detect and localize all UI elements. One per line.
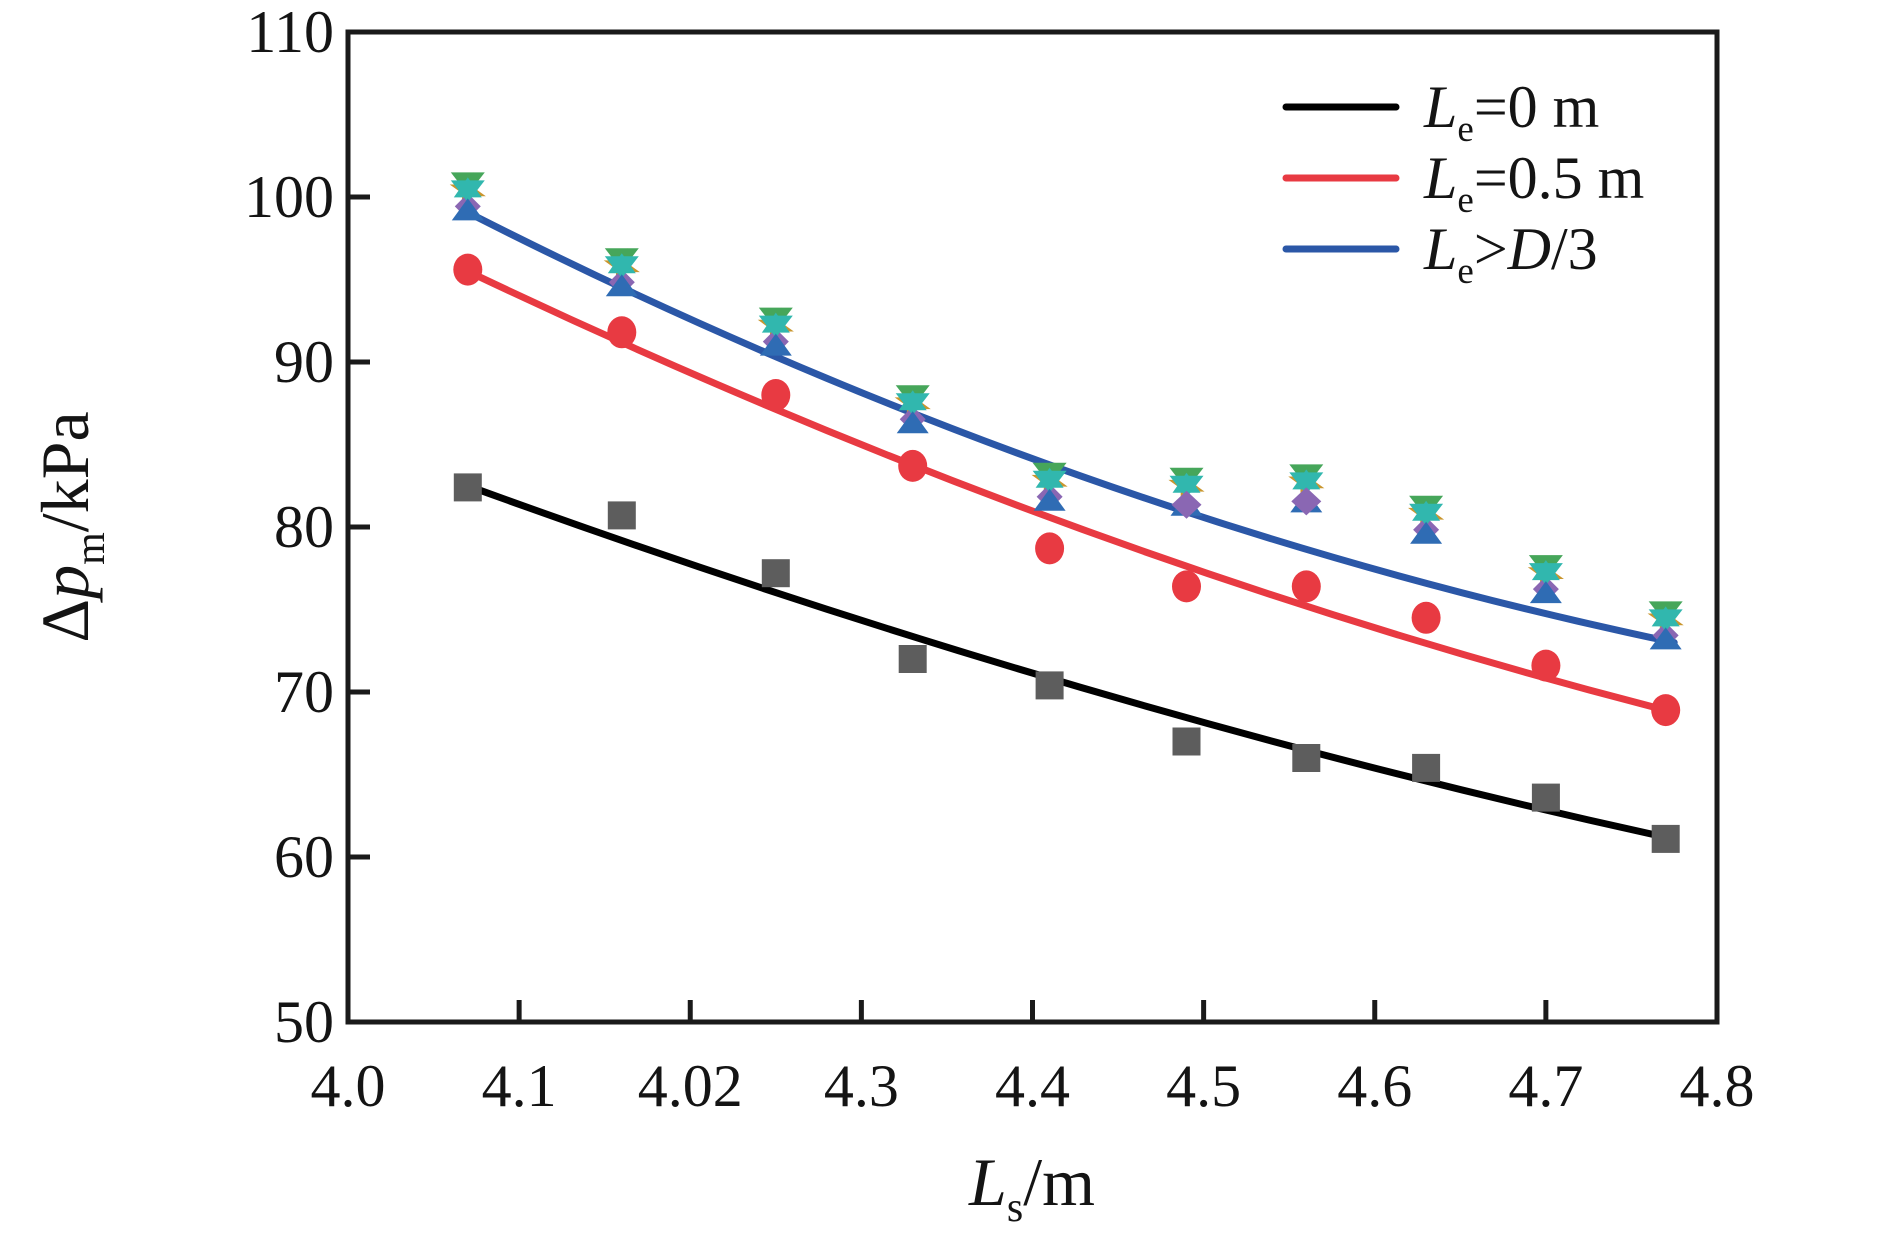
cluster-marker	[1031, 462, 1068, 511]
y-tick-label: 110	[246, 0, 334, 65]
cluster-marker	[449, 172, 486, 221]
legend-item: Le>D/3	[1282, 216, 1598, 292]
x-tick-label: 4.8	[1680, 1053, 1755, 1119]
teal-down-triangle-marker	[450, 180, 485, 203]
cluster-marker	[894, 385, 931, 434]
gray-square-marker	[1172, 727, 1201, 756]
red-circle-marker	[1172, 570, 1201, 603]
y-axis-title: Δpm/kPa	[27, 411, 114, 642]
y-tick-label: 90	[274, 329, 334, 395]
gray-square-marker	[1651, 824, 1680, 853]
fit-line-le-0-m	[464, 482, 1670, 841]
red-circle-marker	[761, 379, 791, 411]
red-circle-marker	[1651, 694, 1681, 727]
x-tick-label: 4.7	[1508, 1053, 1583, 1119]
legend-item: Le=0.5 m	[1282, 145, 1644, 221]
x-axis-title: Ls/m	[968, 1144, 1095, 1231]
series-le-gt-d3	[449, 172, 1684, 650]
cluster-marker	[1168, 467, 1205, 519]
x-tick-label: 4.1	[482, 1053, 557, 1119]
x-tick-label: 4.02	[638, 1053, 743, 1119]
series-le-0p5	[453, 253, 1681, 727]
plot-frame	[345, 29, 1720, 1025]
teal-down-triangle-marker	[895, 393, 930, 416]
teal-down-triangle-marker	[1169, 475, 1204, 498]
teal-down-triangle-marker	[1289, 472, 1324, 495]
gray-square-marker	[761, 559, 790, 588]
blue-up-triangle-marker	[1033, 488, 1066, 511]
legend-label: Le=0.5 m	[1423, 145, 1644, 221]
fit-line-le-0-5-m	[464, 267, 1670, 714]
cluster-marker	[757, 307, 794, 356]
cluster-marker	[1647, 601, 1684, 650]
y-tick-label: 80	[274, 494, 334, 560]
teal-down-triangle-marker	[1528, 563, 1563, 586]
purple-diamond-marker	[1171, 490, 1202, 519]
legend-label: Le=0 m	[1423, 74, 1599, 150]
x-tick-label: 4.0	[311, 1053, 386, 1119]
x-tick-label: 4.3	[824, 1053, 899, 1119]
blue-up-triangle-marker	[1410, 521, 1443, 544]
axes: 4.0 4.1 4.02 4.3 4.4 4.5 4.6 4.7 4.8 50 60 70 80 90 10…	[244, 0, 1755, 1119]
red-circle-marker	[898, 449, 928, 482]
red-circle-marker	[1035, 532, 1065, 565]
blue-up-triangle-marker	[1649, 627, 1682, 650]
blue-up-triangle-marker	[759, 333, 792, 356]
cluster-marker	[1527, 555, 1564, 604]
y-tick-label: 60	[274, 824, 334, 890]
teal-down-triangle-marker	[1409, 503, 1444, 526]
teal-down-triangle-marker	[758, 315, 793, 338]
teal-down-triangle-marker	[1032, 470, 1067, 493]
red-circle-marker	[1531, 649, 1561, 682]
y-tick-label: 100	[244, 164, 334, 230]
teal-down-triangle-marker	[1648, 609, 1683, 632]
gray-square-marker	[453, 473, 482, 502]
gray-square-marker	[1035, 671, 1064, 700]
blue-up-triangle-marker	[451, 198, 484, 221]
legend-label: Le>D/3	[1423, 216, 1598, 292]
series-le-0	[453, 473, 1680, 853]
gray-square-marker	[1292, 744, 1321, 772]
y-tick-label: 70	[274, 659, 334, 725]
cluster-marker	[1288, 464, 1325, 516]
red-circle-marker	[453, 253, 483, 286]
legend: Le=0 mLe=0.5 mLe>D/3	[1282, 74, 1644, 292]
purple-diamond-marker	[1291, 487, 1322, 516]
fit-lines	[464, 213, 1678, 841]
teal-down-triangle-marker	[604, 256, 639, 279]
blue-up-triangle-marker	[605, 274, 638, 297]
x-tick-label: 4.5	[1166, 1053, 1241, 1119]
gray-square-marker	[1412, 753, 1441, 782]
x-tick-label: 4.4	[995, 1053, 1070, 1119]
gray-square-marker	[898, 645, 927, 673]
red-circle-marker	[1411, 601, 1441, 634]
blue-up-triangle-marker	[1529, 581, 1562, 604]
cluster-marker	[1408, 495, 1445, 544]
gray-square-marker	[607, 501, 636, 530]
gray-square-marker	[1531, 783, 1560, 812]
y-tick-label: 50	[274, 989, 334, 1055]
legend-item: Le=0 m	[1282, 74, 1599, 150]
cluster-marker	[603, 248, 640, 297]
red-circle-marker	[1291, 570, 1321, 603]
x-tick-label: 4.6	[1337, 1053, 1412, 1119]
blue-up-triangle-marker	[896, 411, 929, 434]
fit-line-le-d-3	[472, 213, 1678, 646]
red-circle-marker	[607, 316, 637, 349]
